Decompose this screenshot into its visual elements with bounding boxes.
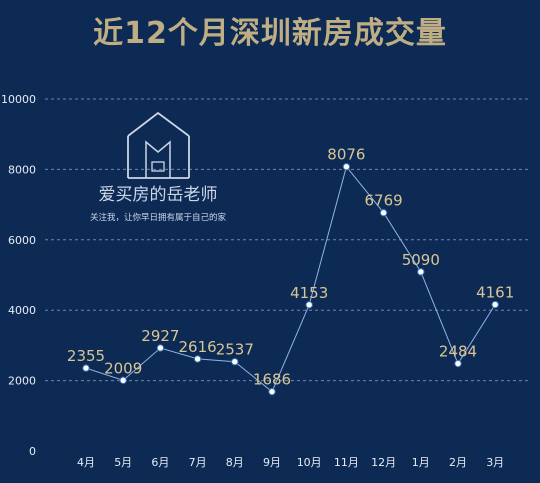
data-label: 2355 bbox=[67, 347, 105, 365]
data-point bbox=[119, 376, 127, 384]
x-tick-label: 2月 bbox=[449, 456, 467, 469]
data-label: 1686 bbox=[253, 371, 291, 389]
data-point bbox=[156, 344, 165, 352]
watermark-slogan: 关注我，让你早日拥有属于自己的家 bbox=[90, 212, 227, 223]
x-tick-label: 7月 bbox=[189, 456, 207, 469]
data-points bbox=[82, 163, 499, 396]
x-tick-label: 5月 bbox=[114, 456, 132, 469]
data-point bbox=[193, 355, 202, 363]
chart-title: 近12个月深圳新房成交量 bbox=[93, 16, 447, 51]
y-tick-label: 8000 bbox=[8, 163, 36, 176]
series-line bbox=[85, 165, 496, 393]
data-point bbox=[231, 357, 239, 366]
x-tick-label: 8月 bbox=[226, 456, 244, 469]
x-tick-label: 11月 bbox=[334, 456, 359, 469]
x-tick-label: 12月 bbox=[371, 456, 396, 469]
data-label: 2616 bbox=[179, 338, 217, 356]
y-tick-label: 4000 bbox=[8, 304, 36, 317]
data-point bbox=[417, 268, 425, 276]
y-tick-label: 6000 bbox=[8, 234, 36, 247]
data-point bbox=[82, 364, 90, 372]
data-label: 2537 bbox=[216, 341, 254, 359]
x-tick-label: 4月 bbox=[77, 456, 95, 469]
data-label: 2927 bbox=[141, 327, 179, 345]
x-tick-label: 9月 bbox=[263, 456, 281, 469]
data-label: 6769 bbox=[365, 192, 403, 210]
data-point bbox=[491, 300, 499, 309]
data-label: 5090 bbox=[402, 251, 440, 269]
x-tick-label: 6月 bbox=[151, 456, 169, 469]
data-label: 4161 bbox=[476, 284, 514, 302]
watermark: 爱买房的岳老师 关注我，让你早日拥有属于自己的家 bbox=[90, 111, 227, 223]
house-icon bbox=[127, 111, 190, 179]
data-point bbox=[268, 387, 276, 396]
watermark-name: 爱买房的岳老师 bbox=[99, 185, 218, 205]
data-label: 2009 bbox=[104, 359, 142, 377]
x-tick-label: 3月 bbox=[486, 456, 504, 469]
y-tick-label: 2000 bbox=[8, 375, 36, 388]
data-label: 2484 bbox=[439, 343, 477, 361]
gridlines bbox=[45, 98, 528, 382]
x-axis-ticks: 4月 5月 6月 7月 8月 9月 10月 11月 12月 1月 2月 3月 bbox=[77, 456, 504, 469]
data-point bbox=[454, 359, 462, 368]
data-point bbox=[342, 163, 351, 171]
y-axis-ticks: 0 2000 4000 6000 8000 10000 bbox=[1, 93, 36, 458]
data-point bbox=[379, 209, 388, 217]
data-label: 4153 bbox=[290, 284, 328, 302]
data-point bbox=[305, 301, 313, 309]
y-tick-label: 0 bbox=[29, 445, 36, 458]
x-tick-label: 10月 bbox=[297, 456, 322, 469]
data-label: 8076 bbox=[327, 146, 365, 164]
x-tick-label: 1月 bbox=[412, 456, 430, 469]
y-tick-label: 10000 bbox=[1, 93, 36, 106]
